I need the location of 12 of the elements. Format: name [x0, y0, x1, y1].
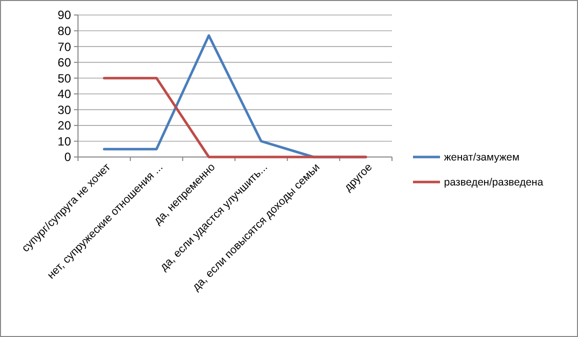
y-tick-label: 70 — [58, 40, 72, 54]
legend-label: разведен/разведена — [444, 176, 544, 189]
y-tick-label: 40 — [58, 87, 72, 102]
y-tick-label: 0 — [64, 150, 72, 164]
y-tick-label: 30 — [58, 102, 72, 117]
y-tick-label: 90 — [58, 8, 72, 22]
y-tick-label: 50 — [58, 71, 72, 86]
legend-label: женат/замужем — [444, 152, 520, 164]
y-tick-label: 10 — [58, 134, 72, 148]
y-tick-label: 80 — [58, 24, 72, 38]
y-tick-label: 20 — [58, 118, 72, 133]
y-tick-label: 60 — [58, 56, 72, 70]
